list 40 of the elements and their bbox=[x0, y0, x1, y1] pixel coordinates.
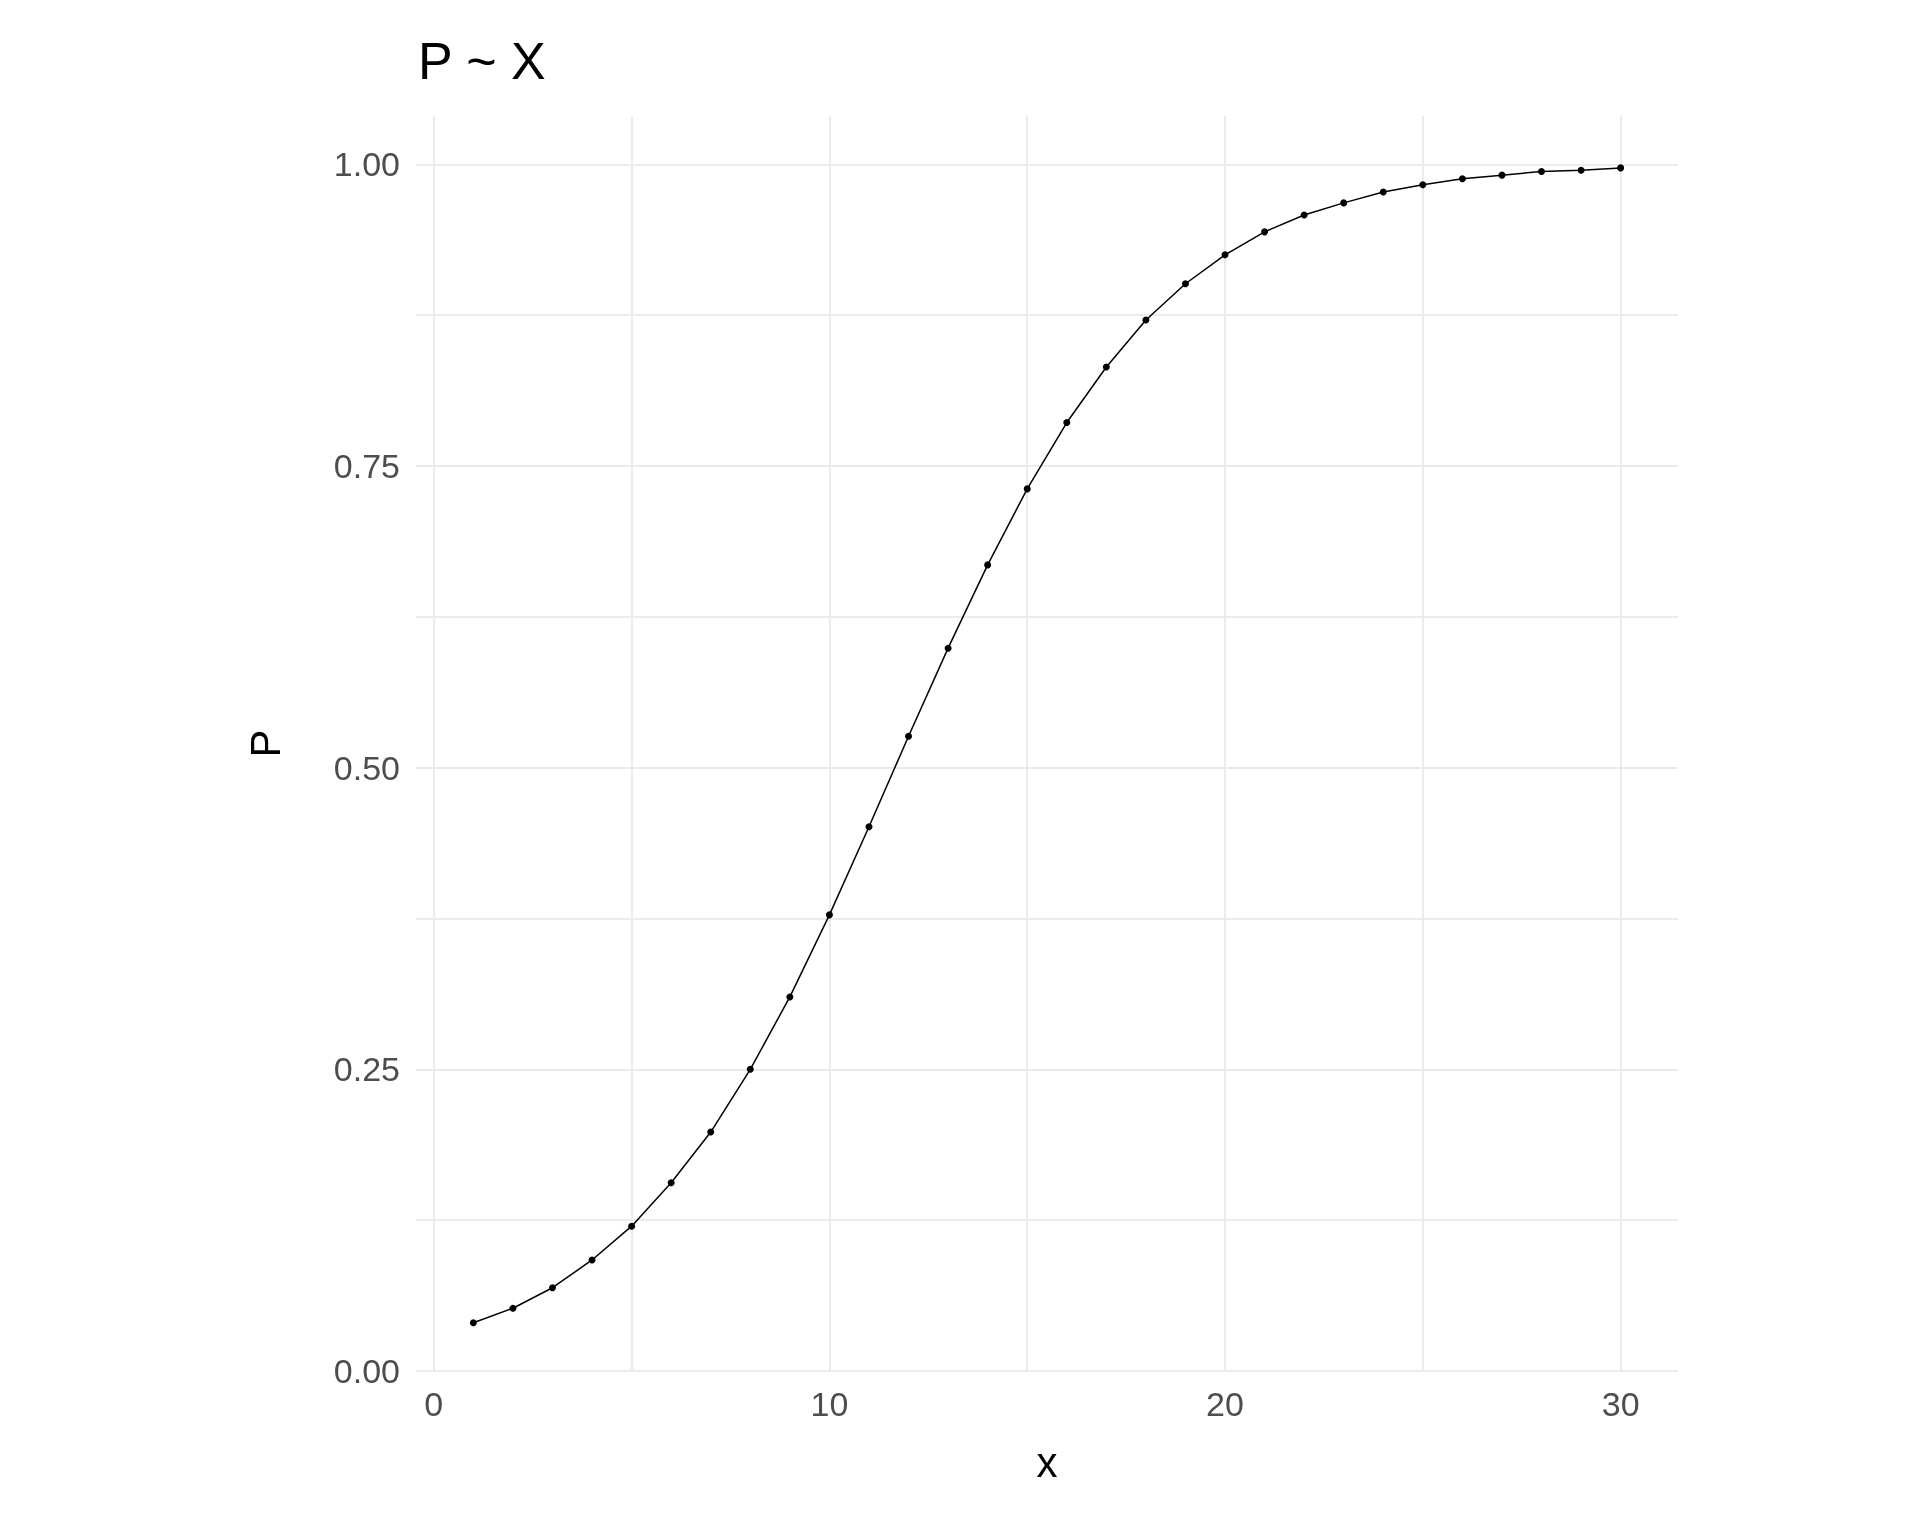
y-tick-label: 0.25 bbox=[333, 1050, 400, 1089]
point bbox=[1063, 419, 1071, 427]
point bbox=[865, 823, 873, 831]
point bbox=[1617, 164, 1625, 172]
point bbox=[548, 1284, 556, 1292]
x-tick-label: 0 bbox=[424, 1385, 444, 1423]
point bbox=[1142, 316, 1150, 324]
chart-title: P ~ X bbox=[418, 32, 546, 90]
point bbox=[469, 1319, 477, 1327]
point bbox=[746, 1065, 754, 1073]
point bbox=[707, 1128, 715, 1136]
y-tick-label: 1.00 bbox=[333, 145, 400, 184]
point bbox=[667, 1179, 675, 1187]
point bbox=[1023, 485, 1031, 493]
point bbox=[984, 561, 992, 569]
point bbox=[1577, 166, 1585, 174]
point bbox=[509, 1304, 517, 1312]
point bbox=[1102, 363, 1110, 371]
point bbox=[905, 732, 913, 740]
point bbox=[1221, 251, 1229, 259]
y-tick-label: 0.75 bbox=[333, 446, 400, 485]
y-tick-label: 0.50 bbox=[333, 748, 400, 787]
point bbox=[1300, 211, 1308, 219]
x-tick-label: 30 bbox=[1601, 1385, 1640, 1423]
y-axis-title: P bbox=[241, 729, 289, 758]
point bbox=[1379, 188, 1387, 196]
x-tick-label: 10 bbox=[810, 1385, 849, 1423]
point bbox=[1340, 199, 1348, 207]
x-axis-title: x bbox=[1036, 1438, 1058, 1486]
x-tick-label: 20 bbox=[1206, 1385, 1244, 1423]
point bbox=[1538, 168, 1546, 176]
point bbox=[944, 644, 952, 652]
point bbox=[1261, 228, 1269, 236]
point bbox=[1181, 280, 1189, 288]
point bbox=[825, 911, 833, 919]
point bbox=[1458, 175, 1466, 183]
point bbox=[628, 1222, 636, 1230]
point bbox=[786, 993, 794, 1001]
point bbox=[1419, 181, 1427, 189]
y-tick-label: 0.00 bbox=[333, 1352, 400, 1390]
